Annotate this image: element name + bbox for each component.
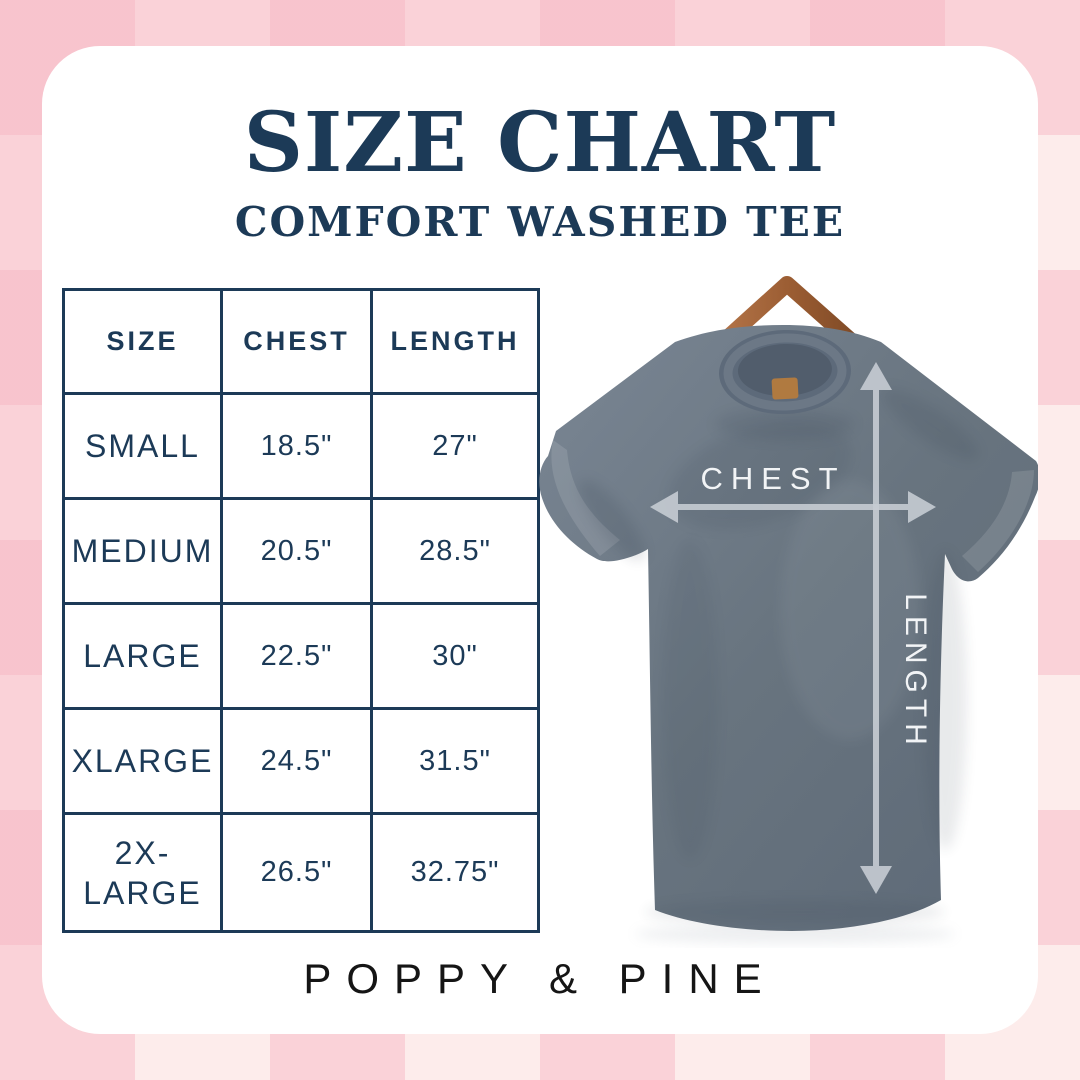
column-header-length: LENGTH	[370, 288, 540, 395]
chest-arrow-icon	[650, 491, 936, 523]
table-row: SMALL 18.5" 27"	[62, 392, 540, 500]
size-name-cell: 2X- LARGE	[62, 812, 223, 933]
chest-value-cell: 18.5"	[220, 392, 373, 500]
length-label: LENGTH	[899, 593, 932, 751]
shirt-highlight	[780, 480, 920, 740]
size-name-cell: MEDIUM	[62, 497, 223, 605]
right-sleeve-cuff	[962, 470, 1034, 572]
chest-label: CHEST	[700, 461, 845, 496]
size-chart-card: SIZE CHART COMFORT WASHED TEE SIZE CHEST…	[42, 46, 1038, 1034]
size-name-cell: SMALL	[62, 392, 223, 500]
length-value-cell: 28.5"	[370, 497, 540, 605]
column-header-size: SIZE	[62, 288, 223, 395]
collar-tag	[771, 377, 799, 400]
table-row: LARGE 22.5" 30"	[62, 602, 540, 710]
length-value-cell: 32.75"	[370, 812, 540, 933]
length-arrow-icon	[860, 362, 892, 894]
brand-name: POPPY & PINE	[303, 955, 777, 1002]
tshirt-measurement-diagram: CHEST LENGTH	[532, 272, 1038, 948]
tshirt-illustration: CHEST LENGTH	[539, 276, 1038, 943]
size-name-cell: XLARGE	[62, 707, 223, 815]
size-name-cell: LARGE	[62, 602, 223, 710]
chest-value-cell: 26.5"	[220, 812, 373, 933]
size-chart-table: SIZE CHEST LENGTH SMALL 18.5" 27" MEDIUM…	[62, 288, 540, 933]
chest-value-cell: 24.5"	[220, 707, 373, 815]
shirt-shading	[579, 388, 979, 924]
chest-value-cell: 20.5"	[220, 497, 373, 605]
table-header-row: SIZE CHEST LENGTH	[62, 288, 540, 395]
length-value-cell: 31.5"	[370, 707, 540, 815]
chest-value-cell: 22.5"	[220, 602, 373, 710]
table-row: MEDIUM 20.5" 28.5"	[62, 497, 540, 605]
table-row: XLARGE 24.5" 31.5"	[62, 707, 540, 815]
column-header-chest: CHEST	[220, 288, 373, 395]
table-row: 2X- LARGE 26.5" 32.75"	[62, 812, 540, 933]
collar	[719, 329, 851, 415]
page-subtitle: COMFORT WASHED TEE	[234, 198, 846, 246]
length-value-cell: 30"	[370, 602, 540, 710]
shirt-shadow	[635, 925, 955, 943]
length-value-cell: 27"	[370, 392, 540, 500]
page-title: SIZE CHART	[243, 95, 837, 191]
